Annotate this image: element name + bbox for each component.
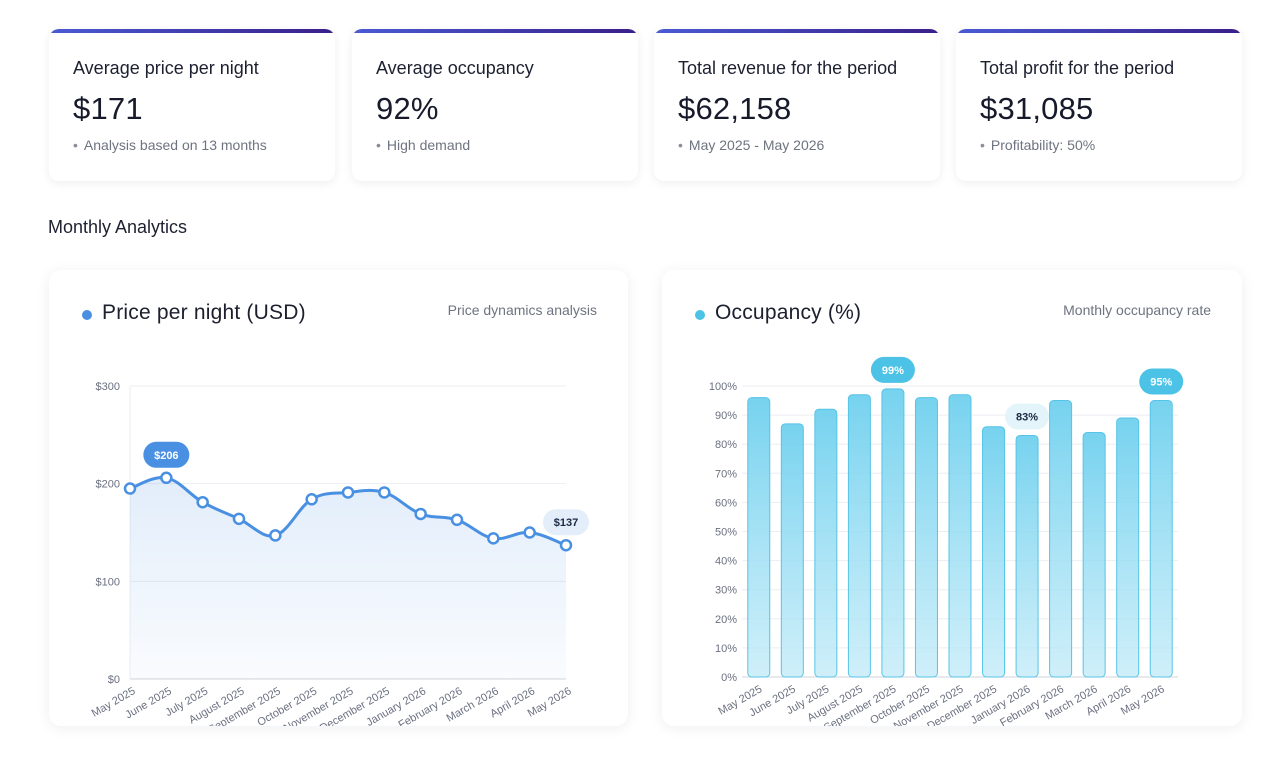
price-chart-card: Price per night (USD) Price dynamics ana… [49,270,628,726]
occupancy-chart-title: Occupancy (%) [715,301,862,324]
occupancy-chart-card: Occupancy (%) Monthly occupancy rate 0% 1… [662,270,1242,726]
occupancy-bar [948,394,972,678]
price-data-point [305,493,318,506]
kpi-title: Total profit for the period [980,58,1175,78]
price-data-point [559,538,573,552]
occupancy-y-tick-label: 50% [715,527,737,539]
price-data-point [123,482,137,495]
occupancy-y-tick-label: 100% [709,381,737,393]
price-callout-badge [543,509,589,536]
price-y-tick-label: $100 [96,576,120,588]
price-data-point [523,526,536,539]
occupancy-callout-badge [1139,368,1184,395]
occupancy-bar [1049,400,1073,678]
price-data-point [160,471,173,485]
section-title: Monthly Analytics [48,217,188,237]
occupancy-bar [1082,432,1106,678]
kpi-card-accent-bar [654,29,940,33]
occupancy-callout-badge [1005,403,1050,430]
kpi-note-text: Analysis based on 13 months [83,137,267,153]
price-callout-label: $137 [554,517,578,529]
occupancy-callout-label: 99% [882,365,904,377]
kpi-title: Average occupancy [376,58,534,78]
bullet-icon: • [376,137,381,153]
bullet-icon: • [980,137,985,153]
occupancy-bar [747,397,771,678]
price-data-point [196,495,209,509]
kpi-card-total-profit: Total profit for the period $31,085 • Pro… [956,29,1242,181]
price-data-point [232,512,246,526]
kpi-title: Total revenue for the period [678,58,898,78]
price-y-tick-label: $0 [108,674,120,686]
occupancy-callout-badge [870,356,915,383]
kpi-note: • Profitability: 50% [980,137,1095,153]
occupancy-bar [814,408,838,678]
occupancy-y-tick-label: 70% [715,468,737,480]
occupancy-bar [780,423,804,678]
occupancy-chart-subtitle: Monthly occupancy rate [1063,302,1211,318]
price-data-point [414,507,427,521]
kpi-card-average-occupancy: Average occupancy 92% • High demand [352,29,638,181]
price-y-tick-label: $200 [96,479,120,491]
price-chart-subtitle: Price dynamics analysis [447,302,597,318]
occupancy-y-tick-label: 0% [721,672,737,684]
occupancy-callout-label: 83% [1016,411,1038,423]
occupancy-bar [982,426,1006,678]
kpi-row: Average price per night $171 • Analysis b… [49,29,1242,181]
price-data-point [450,513,464,527]
price-data-point [487,532,500,545]
occupancy-y-tick-label: 10% [715,643,737,655]
occupancy-y-tick-label: 40% [715,556,737,568]
price-chart-title: Price per night (USD) [102,301,306,324]
kpi-card-accent-bar [956,29,1242,33]
bullet-icon: • [678,137,683,153]
price-callout-label: $206 [154,450,178,462]
price-data-point [269,529,282,542]
occupancy-y-tick-label: 80% [715,439,737,451]
kpi-value: $171 [73,91,143,126]
occupancy-legend-dot-icon [695,310,705,320]
kpi-card-average-price: Average price per night $171 • Analysis b… [49,29,335,181]
bullet-icon: • [73,137,78,153]
occupancy-bar [914,397,938,678]
occupancy-bar [1116,417,1140,678]
price-legend-dot-icon [82,310,92,320]
kpi-note: • Analysis based on 13 months [73,137,267,153]
kpi-note-text: Profitability: 50% [990,137,1096,153]
occupancy-y-tick-label: 60% [715,497,737,509]
kpi-note-text: High demand [386,137,471,153]
price-data-point [341,486,355,499]
occupancy-y-tick-label: 30% [715,585,737,597]
price-callout-badge [143,441,190,468]
occupancy-callout-label: 95% [1150,377,1172,389]
occupancy-y-tick-label: 20% [715,614,737,626]
price-data-point [378,486,391,499]
occupancy-bar [847,394,871,678]
kpi-note-text: May 2025 - May 2026 [688,137,825,153]
kpi-note: • High demand [376,137,470,153]
price-y-tick-label: $300 [96,381,120,393]
occupancy-bar-chart: 0%10%20%30%40%50%60%70%80%90%100%May 202… [709,356,1184,726]
occupancy-y-tick-label: 90% [715,410,737,422]
kpi-value: $31,085 [980,91,1094,126]
kpi-title: Average price per night [73,58,259,78]
occupancy-bar [1015,434,1039,678]
kpi-value: $62,158 [678,91,792,126]
occupancy-bar [1149,400,1173,678]
price-area-fill [130,477,566,679]
kpi-card-accent-bar [352,29,638,33]
occupancy-bar [881,388,905,678]
kpi-card-accent-bar [49,29,335,33]
kpi-value: 92% [376,91,439,126]
kpi-note: • May 2025 - May 2026 [678,137,824,153]
kpi-card-total-revenue: Total revenue for the period $62,158 • Ma… [654,29,940,181]
